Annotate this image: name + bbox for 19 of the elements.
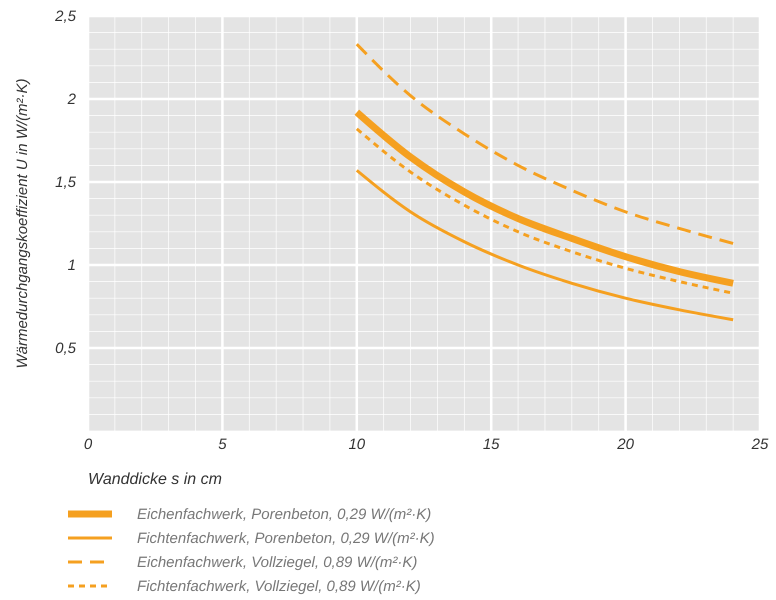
x-tick-label: 0 — [84, 436, 93, 453]
y-tick-label: 2,5 — [54, 8, 77, 25]
y-tick-label: 2 — [66, 91, 77, 108]
legend-label: Fichtenfachwerk, Porenbeton, 0,29 W/(m²·K) — [137, 530, 435, 547]
x-tick-label: 25 — [750, 436, 769, 453]
x-axis-title: Wanddicke s in cm — [88, 471, 222, 488]
line-series — [355, 42, 735, 245]
legend-label: Fichtenfachwerk, Vollziegel, 0,89 W/(m²·K) — [137, 578, 421, 595]
legend-label: Eichenfachwerk, Porenbeton, 0,29 W/(m²·K) — [137, 506, 432, 523]
y-axis-title: Wärmedurchgangskoeffizient U in W/(m²·K) — [14, 78, 31, 369]
x-tick-label: 5 — [218, 436, 228, 453]
y-tick-label: 1 — [68, 257, 76, 274]
line-series — [355, 168, 735, 322]
x-tick-label: 10 — [348, 436, 366, 453]
x-tick-label: 20 — [616, 436, 635, 453]
y-tick-label: 1,5 — [55, 174, 77, 191]
x-tick-label: 15 — [482, 436, 500, 453]
legend-label: Eichenfachwerk, Vollziegel, 0,89 W/(m²·K) — [137, 554, 418, 571]
y-tick-label: 0,5 — [55, 340, 77, 357]
